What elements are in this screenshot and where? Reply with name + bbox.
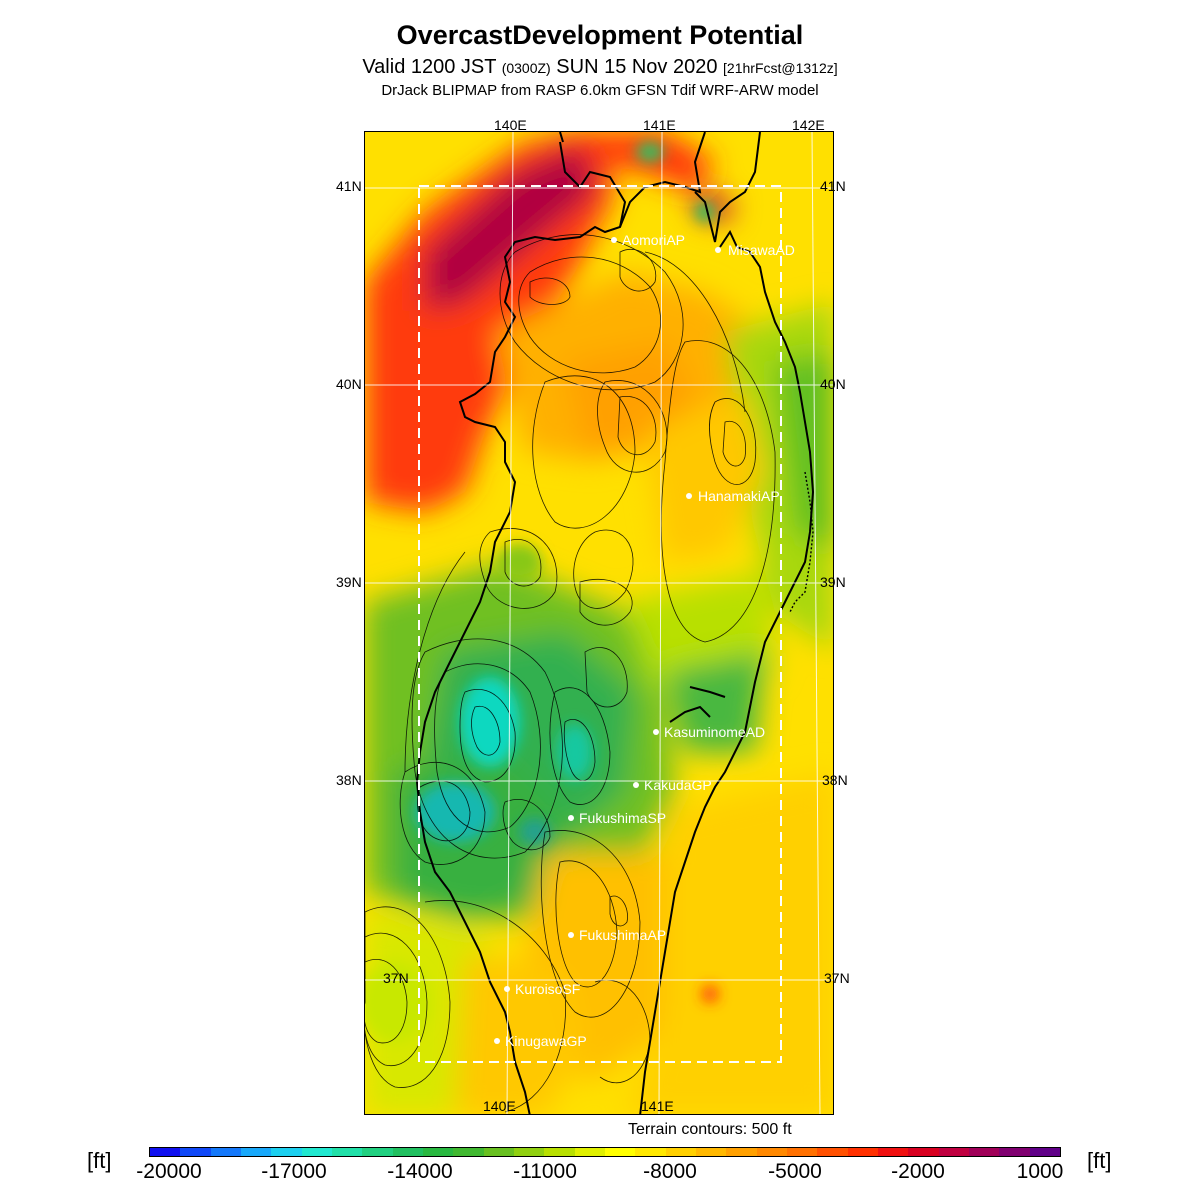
- site-label-kinugawa-gp: KinugawaGP: [505, 1033, 587, 1049]
- site-markers: [494, 237, 721, 1044]
- colorbar-tick-label: -14000: [387, 1160, 453, 1183]
- left-lat-label-38n: 38N: [336, 772, 362, 788]
- right-lat-label-40n: 40N: [820, 376, 846, 392]
- colorbar-swatch: [726, 1148, 757, 1156]
- left-lat-label-41n: 41N: [336, 178, 362, 194]
- colorbar-swatch: [453, 1148, 484, 1156]
- top-lon-label-142e: 142E: [792, 117, 825, 133]
- top-lon-label-140e: 140E: [494, 117, 527, 133]
- map-canvas: [365, 132, 833, 1114]
- site-label-kasuminome-ad: KasuminomeAD: [664, 724, 766, 740]
- forecast-info: [21hrFcst@1312z]: [723, 60, 838, 76]
- colorbar-tick-label: -11000: [513, 1160, 577, 1183]
- colorbar-swatch: [908, 1148, 939, 1156]
- colorbar-swatch: [604, 1148, 636, 1156]
- site-label-kakuda-gp: KakudaGP: [644, 777, 712, 793]
- colorbar-unit-right: [ft]: [1087, 1148, 1112, 1173]
- colorbar-tick-label: -8000: [643, 1160, 697, 1183]
- graticule: [365, 132, 833, 1114]
- colorbar: [149, 1147, 1061, 1157]
- model-description: DrJack BLIPMAP from RASP 6.0km GFSN Tdif…: [381, 82, 819, 99]
- colorbar-swatch: [665, 1148, 696, 1156]
- colorbar-swatch: [180, 1148, 211, 1156]
- site-label-fukushima-ap: FukushimaAP: [579, 927, 667, 943]
- terrain-contour-note: Terrain contours: 500 ft: [628, 1121, 792, 1138]
- inner-lat-label-37n: 37N: [383, 970, 409, 986]
- colorbar-swatch: [240, 1148, 272, 1156]
- colorbar-swatch: [150, 1148, 181, 1156]
- colorbar-swatch: [574, 1148, 605, 1156]
- field-detail: [365, 142, 718, 1042]
- bottom-lon-label-141e: 141E: [641, 1098, 674, 1114]
- colorbar-swatch: [786, 1148, 818, 1156]
- colorbar-swatch: [392, 1148, 423, 1156]
- colorbar-swatch: [271, 1148, 302, 1156]
- colorbar-tick-label: -2000: [891, 1160, 945, 1183]
- colorbar-swatch: [362, 1148, 393, 1156]
- colorbar-swatch: [877, 1148, 909, 1156]
- right-lat-label-39n: 39N: [820, 574, 846, 590]
- left-lat-label-40n: 40N: [336, 376, 362, 392]
- utc-time: (0300Z): [501, 60, 551, 76]
- colorbar-swatch: [999, 1148, 1030, 1156]
- inner-domain-box: [418, 185, 782, 1063]
- colorbar-tick-label: -17000: [261, 1160, 327, 1183]
- colorbar-tick-label: -5000: [768, 1160, 822, 1183]
- colorbar-tick-label: -20000: [136, 1160, 202, 1183]
- colorbar-swatch: [756, 1148, 787, 1156]
- map-title: OvercastDevelopment Potential: [396, 20, 804, 50]
- colorbar-swatch: [635, 1148, 666, 1156]
- right-lat-label-38n: 38N: [822, 772, 848, 788]
- bottom-lon-label-140e: 140E: [483, 1098, 516, 1114]
- colorbar-swatch: [817, 1148, 848, 1156]
- colorbar-swatch: [513, 1148, 545, 1156]
- site-label-hanamaki-ap: HanamakiAP: [698, 488, 780, 504]
- colorbar-swatch: [847, 1148, 878, 1156]
- site-label-aomori-ap: AomoriAP: [622, 232, 686, 248]
- right-lat-label-37n: 37N: [824, 970, 850, 986]
- colorbar-swatch: [422, 1148, 454, 1156]
- colorbar-swatch: [544, 1148, 575, 1156]
- coastline: [415, 132, 815, 1114]
- colorbar-tick-label: 1000: [1016, 1160, 1064, 1183]
- colorbar-swatch: [483, 1148, 514, 1156]
- colorbar-swatch: [210, 1148, 241, 1156]
- colorbar-swatch: [695, 1148, 727, 1156]
- left-lat-label-39n: 39N: [336, 574, 362, 590]
- colorbar-swatch: [938, 1148, 969, 1156]
- site-label-fukushima-sp: FukushimaSP: [579, 810, 667, 826]
- map-panel: AomoriAP MisawaAD HanamakiAP KasuminomeA…: [364, 131, 834, 1115]
- colorbar-swatch: [1029, 1148, 1060, 1156]
- valid-prefix: Valid 1200 JST: [362, 56, 497, 78]
- right-lat-label-41n: 41N: [820, 178, 846, 194]
- site-label-misawa-ad: MisawaAD: [728, 242, 795, 258]
- colorbar-swatch: [301, 1148, 332, 1156]
- colorbar-swatch: [968, 1148, 1000, 1156]
- valid-time-line: Valid 1200 JST (0300Z) SUN 15 Nov 2020 […: [0, 56, 1200, 79]
- site-label-kuroiso-sf: KuroisoSF: [515, 981, 581, 997]
- valid-date: SUN 15 Nov 2020: [556, 56, 718, 78]
- colorbar-unit-left: [ft]: [87, 1148, 112, 1173]
- colorbar-swatch: [331, 1148, 363, 1156]
- top-lon-label-141e: 141E: [643, 117, 676, 133]
